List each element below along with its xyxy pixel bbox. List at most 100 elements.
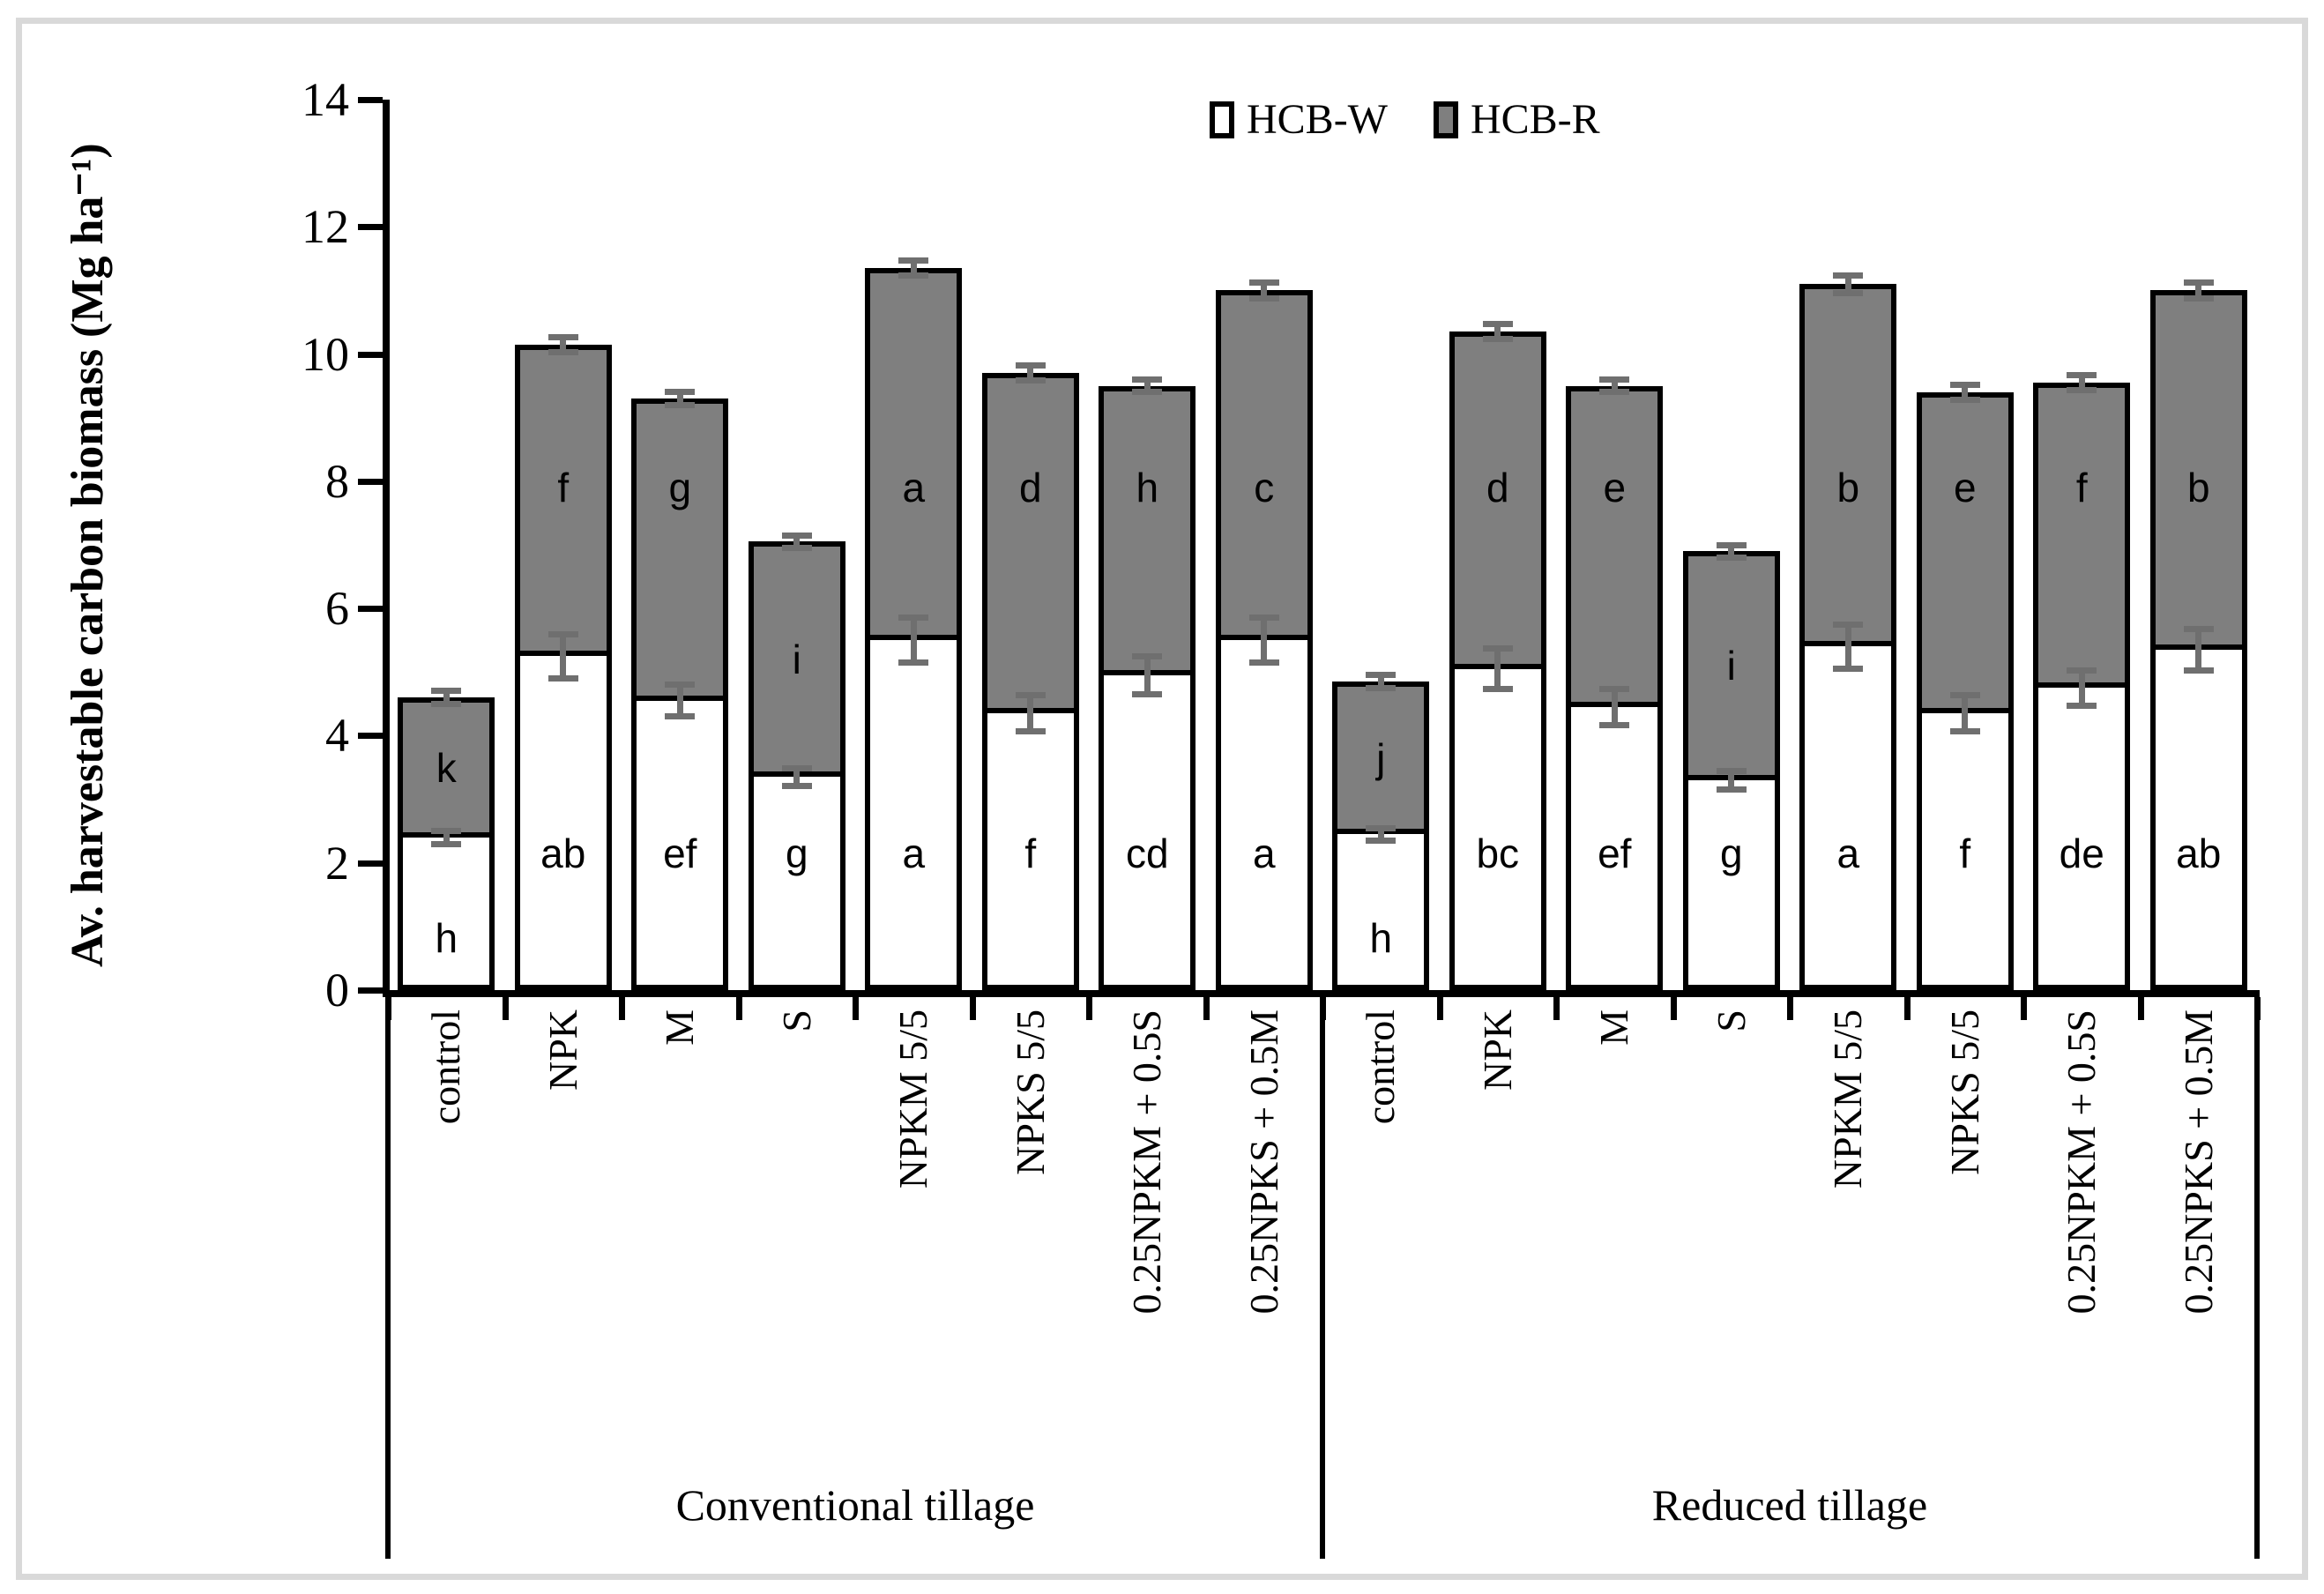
legend-swatch-hcb-w-icon — [1210, 101, 1234, 138]
error-bar-hcb-w-cap-bottom — [1132, 691, 1163, 698]
bar-conventional-0.25NPKS + 0.5M — [1215, 290, 1313, 990]
legend-swatch-hcb-r-icon — [1433, 101, 1458, 138]
error-bar-total-stem — [443, 690, 450, 704]
error-bar-hcb-w-cap-top — [1949, 692, 1980, 699]
bar-conventional-0.25NPKM + 0.5S — [1099, 385, 1196, 990]
error-bar-hcb-w-cap-top — [2183, 626, 2214, 633]
error-bar-total-cap-bottom — [1015, 377, 1046, 384]
error-bar-total-cap-top — [1833, 272, 1864, 279]
bar-letter-hcb-r: b — [2186, 465, 2210, 511]
group-label-reduced-tillage: Reduced tillage — [1651, 1480, 1928, 1530]
error-bar-hcb-w-cap-bottom — [547, 675, 578, 682]
bar-gray-segment-hcb-r — [1104, 391, 1191, 675]
bar-conventional-M — [631, 398, 729, 990]
error-bar-total-cap-bottom — [2067, 387, 2097, 394]
bar-gray-segment-hcb-r — [1805, 289, 1892, 647]
axis-right-line — [2254, 990, 2260, 1559]
bar-letter-hcb-r: c — [1254, 465, 1275, 511]
error-bar-hcb-w-stem — [1611, 689, 1618, 726]
y-tick — [358, 351, 383, 358]
error-bar-hcb-w-cap-top — [1716, 768, 1747, 775]
error-bar-hcb-w-cap-bottom — [1833, 666, 1864, 673]
error-bar-total-stem — [1261, 282, 1268, 299]
x-category-label: NPKS 5/5 — [1007, 1009, 1053, 1175]
x-category-label: NPKM 5/5 — [890, 1009, 936, 1189]
y-tick — [358, 97, 383, 103]
error-bar-hcb-w-stem — [560, 634, 567, 679]
y-tick — [358, 860, 383, 867]
bar-letter-hcb-r: k — [436, 744, 457, 791]
bar-letter-hcb-r: j — [1376, 734, 1386, 781]
bar-reduced-M — [1566, 385, 1664, 990]
error-bar-hcb-w-cap-bottom — [1949, 727, 1980, 734]
error-bar-total-stem — [793, 535, 801, 548]
error-bar-hcb-w-stem — [1027, 695, 1034, 732]
error-bar-total-cap-bottom — [1716, 554, 1747, 561]
x-axis-tick — [1787, 997, 1793, 1020]
x-category-label: 0.25NPKM + 0.5S — [1124, 1009, 1170, 1315]
error-bar-hcb-w-cap-bottom — [431, 840, 462, 847]
error-bar-total-stem — [1143, 379, 1151, 392]
error-bar-hcb-w-stem — [443, 831, 450, 845]
y-tick — [358, 224, 383, 231]
bar-letter-hcb-w: f — [1024, 830, 1037, 876]
bar-letter-hcb-w: a — [1252, 830, 1276, 876]
error-bar-total-stem — [1962, 384, 1969, 400]
error-bar-hcb-w-stem — [1494, 648, 1501, 689]
error-bar-total-cap-top — [547, 333, 578, 340]
error-bar-total-cap-top — [431, 688, 462, 695]
x-category-label: control — [423, 1009, 469, 1125]
error-bar-total-stem — [1377, 674, 1384, 689]
bar-gray-segment-hcb-r — [1454, 337, 1541, 669]
bar-letter-hcb-w: h — [1369, 914, 1393, 961]
legend-label-hcb-r: HCB-R — [1470, 96, 1600, 143]
error-bar-total-cap-bottom — [1482, 336, 1513, 343]
error-bar-hcb-w-cap-bottom — [1015, 727, 1046, 734]
bar-gray-segment-hcb-r — [987, 378, 1074, 714]
error-bar-total-cap-top — [1132, 376, 1163, 383]
x-category-label: 0.25NPKM + 0.5S — [2059, 1009, 2104, 1315]
y-tick-label: 10 — [302, 327, 349, 381]
group-label-conventional-tillage: Conventional tillage — [675, 1480, 1035, 1530]
bar-letter-hcb-r: f — [557, 465, 570, 511]
x-category-label: S — [773, 1009, 819, 1032]
y-tick-label: 2 — [325, 836, 349, 890]
error-bar-hcb-w-cap-top — [1132, 652, 1163, 659]
bar-letter-hcb-w: de — [2059, 830, 2104, 876]
bar-gray-segment-hcb-r — [2038, 388, 2126, 689]
error-bar-total-cap-bottom — [1599, 389, 1630, 396]
error-bar-total-stem — [1611, 379, 1618, 392]
x-axis-tick — [2021, 997, 2027, 1020]
legend-label-hcb-w: HCB-W — [1247, 96, 1388, 143]
bar-letter-hcb-w: a — [1836, 830, 1860, 876]
bar-letter-hcb-r: h — [1136, 465, 1159, 511]
error-bar-total-cap-top — [665, 389, 696, 396]
error-bar-hcb-w-stem — [1962, 695, 1969, 732]
error-bar-hcb-w-cap-bottom — [2183, 667, 2214, 674]
bar-letter-hcb-w: ab — [540, 830, 586, 876]
error-bar-total-cap-bottom — [1132, 389, 1163, 396]
error-bar-total-stem — [2078, 375, 2085, 391]
bar-letter-hcb-r: e — [1953, 465, 1977, 511]
bar-gray-segment-hcb-r — [870, 273, 957, 641]
x-category-label: NPK — [540, 1009, 585, 1091]
x-axis-tick — [1670, 997, 1677, 1020]
bar-gray-segment-hcb-r — [1220, 295, 1307, 641]
bar-letter-hcb-r: g — [668, 465, 692, 511]
x-axis-tick — [1203, 997, 1210, 1020]
x-axis-tick — [969, 997, 976, 1020]
error-bar-total-stem — [676, 391, 683, 406]
error-bar-total-stem — [1728, 545, 1735, 558]
bar-letter-hcb-w: ab — [2176, 830, 2222, 876]
error-bar-hcb-w-cap-top — [431, 828, 462, 835]
error-bar-total-cap-top — [1716, 541, 1747, 548]
error-bar-hcb-w-cap-bottom — [2067, 703, 2097, 710]
error-bar-total-stem — [2195, 282, 2202, 299]
x-category-label: NPK — [1474, 1009, 1520, 1091]
x-axis-tick — [2137, 997, 2144, 1020]
error-bar-total-cap-bottom — [2183, 294, 2214, 302]
x-category-label: S — [1708, 1009, 1754, 1032]
bar-letter-hcb-r: i — [1726, 643, 1736, 689]
bar-conventional-NPKS 5/5 — [981, 373, 1079, 990]
